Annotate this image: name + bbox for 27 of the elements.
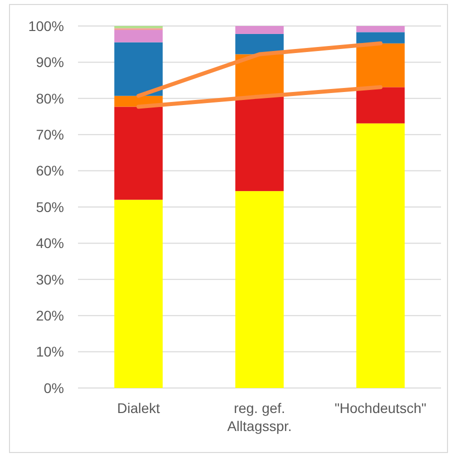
y-tick-label: 60% bbox=[36, 162, 64, 179]
y-tick-label: 30% bbox=[36, 271, 64, 288]
bar bbox=[356, 26, 405, 32]
bar bbox=[114, 42, 163, 96]
bar bbox=[235, 96, 284, 192]
y-tick-label: 90% bbox=[36, 54, 64, 70]
bar bbox=[356, 123, 405, 388]
y-tick-label: 20% bbox=[36, 308, 64, 324]
y-tick-label: 50% bbox=[36, 198, 64, 215]
bar bbox=[356, 87, 405, 124]
bar bbox=[235, 34, 284, 54]
y-tick-label: 80% bbox=[36, 90, 64, 106]
bar bbox=[114, 30, 163, 42]
y-tick-label: 0% bbox=[44, 380, 64, 396]
y-tick-label: 10% bbox=[36, 344, 64, 360]
bar bbox=[235, 26, 284, 34]
y-tick-label: 40% bbox=[36, 235, 64, 252]
x-tick-label: "Hochdeutsch" bbox=[334, 400, 426, 416]
bar bbox=[114, 106, 163, 200]
x-tick-label: Dialekt bbox=[117, 400, 160, 416]
bar bbox=[356, 43, 405, 88]
bar bbox=[114, 200, 163, 388]
bar bbox=[235, 191, 284, 388]
bar bbox=[356, 32, 405, 44]
y-tick-label: 70% bbox=[36, 126, 64, 142]
x-tick-label: reg. gef. Alltagsspr. bbox=[227, 400, 292, 434]
y-tick-label: 100% bbox=[28, 18, 64, 34]
